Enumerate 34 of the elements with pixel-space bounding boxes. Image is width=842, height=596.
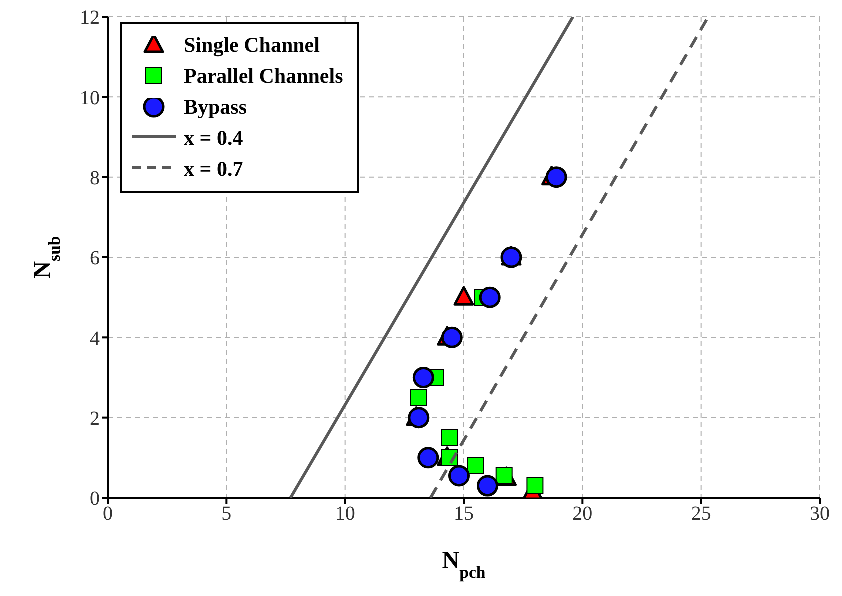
y-tick-label: 0 <box>90 488 100 510</box>
point <box>441 429 458 446</box>
point <box>410 389 428 406</box>
point <box>500 246 522 268</box>
x-tick-label: 20 <box>572 503 593 526</box>
y-tick-label: 10 <box>80 87 100 110</box>
x-axis-title: N$_{pch}$ <box>442 548 486 582</box>
legend-label: x = 0.7 <box>184 157 244 182</box>
point <box>454 286 474 306</box>
x-tick-label: 5 <box>222 503 232 526</box>
x-tick-label: 25 <box>691 503 712 526</box>
legend-label: Bypass <box>184 95 248 120</box>
y-tick-label: 12 <box>80 7 100 30</box>
point <box>546 166 568 188</box>
point <box>441 326 463 348</box>
point <box>526 477 544 494</box>
y-tick-label: 2 <box>90 408 100 430</box>
point <box>476 475 498 497</box>
point <box>412 367 434 388</box>
x-tick-label: 10 <box>335 503 356 526</box>
y-tick-label: 8 <box>90 167 100 190</box>
legend-label: Single Channel <box>184 33 320 58</box>
x-tick-label: 15 <box>454 503 474 526</box>
point <box>467 457 484 474</box>
point <box>418 447 440 469</box>
point <box>408 407 430 429</box>
y-tick-label: 4 <box>90 328 100 350</box>
legend-label: x = 0.4 <box>184 126 244 151</box>
point <box>496 467 513 484</box>
point <box>448 465 470 487</box>
y-tick-label: 6 <box>90 248 100 270</box>
x-tick-label: 30 <box>810 503 830 526</box>
legend-label: Parallel Channels <box>184 64 344 89</box>
point <box>479 286 501 308</box>
